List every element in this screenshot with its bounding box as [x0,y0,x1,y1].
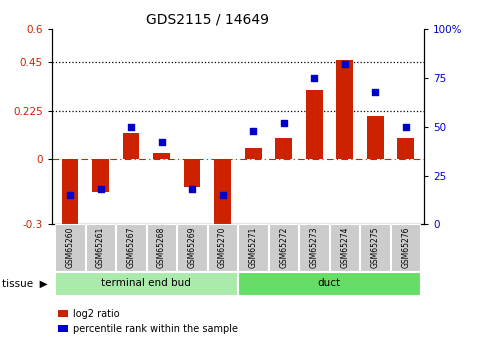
Bar [214,159,231,229]
Bar [391,224,421,271]
Point [249,128,257,134]
Point [127,124,135,130]
Bar [269,224,298,271]
Bar [92,159,109,192]
Text: GSM65270: GSM65270 [218,227,227,268]
Point [188,186,196,192]
Point [158,140,166,145]
Bar [367,116,384,159]
Bar [336,60,353,159]
Point [371,89,379,95]
Bar [55,272,238,295]
Point [97,186,105,192]
Text: GSM65260: GSM65260 [66,227,74,268]
Text: GSM65272: GSM65272 [279,227,288,268]
Bar [147,224,176,271]
Bar [86,224,115,271]
Bar [184,159,201,187]
Text: GDS2115 / 14649: GDS2115 / 14649 [145,12,269,26]
Point [66,192,74,198]
Text: GSM65273: GSM65273 [310,227,318,268]
Bar [123,133,140,159]
Text: GSM65269: GSM65269 [188,227,197,268]
Bar [116,224,146,271]
Point [310,75,318,81]
Point [219,192,227,198]
Text: terminal end bud: terminal end bud [102,278,191,288]
Bar [360,224,390,271]
Point [341,62,349,67]
Text: GSM65268: GSM65268 [157,227,166,268]
Legend: log2 ratio, percentile rank within the sample: log2 ratio, percentile rank within the s… [54,305,242,338]
Bar [238,272,421,295]
Bar [238,224,268,271]
Text: GSM65271: GSM65271 [248,227,258,268]
Text: GSM65274: GSM65274 [340,227,349,268]
Bar [299,224,329,271]
Bar [153,153,170,159]
Bar [55,224,85,271]
Text: GSM65276: GSM65276 [401,227,410,268]
Point [280,120,287,126]
Bar [397,138,414,159]
Bar [245,148,261,159]
Bar [330,224,359,271]
Bar [275,138,292,159]
Text: GSM65267: GSM65267 [127,227,136,268]
Text: duct: duct [318,278,341,288]
Bar [208,224,238,271]
Text: tissue  ▶: tissue ▶ [2,279,48,288]
Bar [306,90,322,159]
Bar [62,159,78,229]
Bar [177,224,207,271]
Point [402,124,410,130]
Text: GSM65275: GSM65275 [371,227,380,268]
Text: GSM65261: GSM65261 [96,227,105,268]
